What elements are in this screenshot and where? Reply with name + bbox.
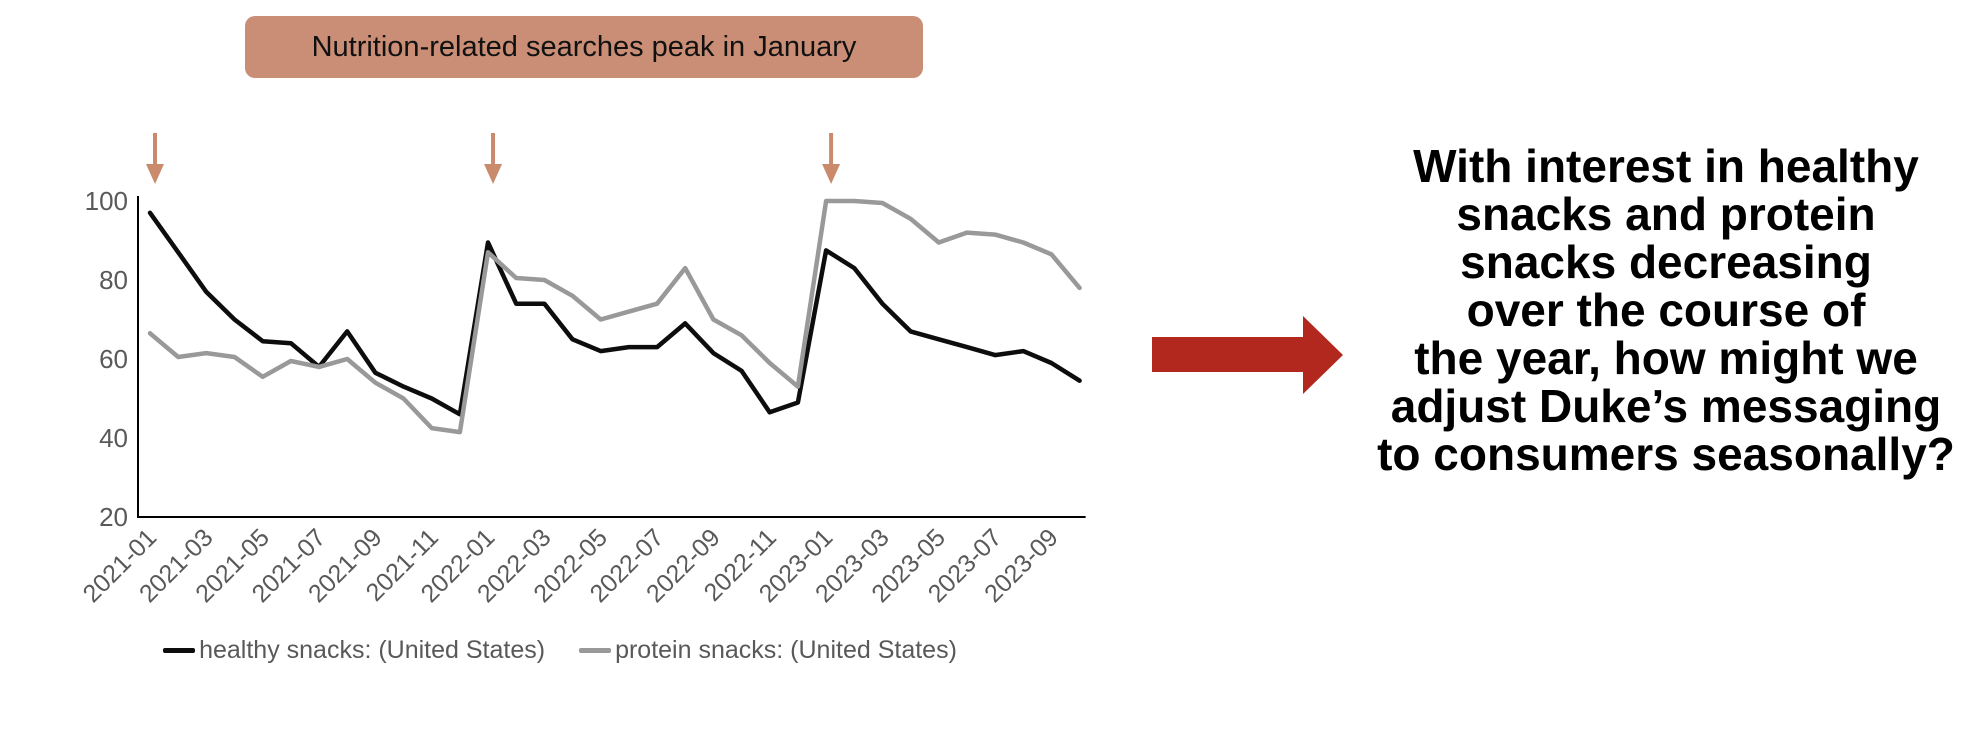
axis-lines [137,196,1086,518]
series-line-protein-snacks [147,198,1082,435]
legend-label: healthy snacks: (United States) [199,636,546,664]
legend-item-healthy-snacks: healthy snacks: (United States) [163,636,545,665]
y-axis-tick-label: 80 [99,265,128,295]
question-text: With interest in healthy snacks and prot… [1377,140,1955,480]
series-line-healthy-snacks [147,210,1082,417]
chart-title-banner: Nutrition-related searches peak in Janua… [245,16,923,78]
red-right-arrow [1152,316,1343,394]
legend-label: protein snacks: (United States) [615,636,957,664]
january-peak-arrow-head [484,164,503,184]
y-axis-tick-label: 60 [99,344,128,374]
chart-title-text: Nutrition-related searches peak in Janua… [311,30,857,63]
y-axis-tick-label: 20 [99,502,128,532]
protein-snacks-swatch [579,648,612,653]
chart-legend: healthy snacks: (United States) protein … [60,636,1060,665]
january-peak-arrow-head [146,164,164,184]
healthy-snacks-swatch [163,648,196,653]
y-axis-tick-label: 40 [99,423,128,453]
legend-item-protein-snacks: protein snacks: (United States) [579,636,957,665]
january-peak-arrow-head [822,164,841,184]
y-axis-tick-label: 100 [85,186,128,216]
